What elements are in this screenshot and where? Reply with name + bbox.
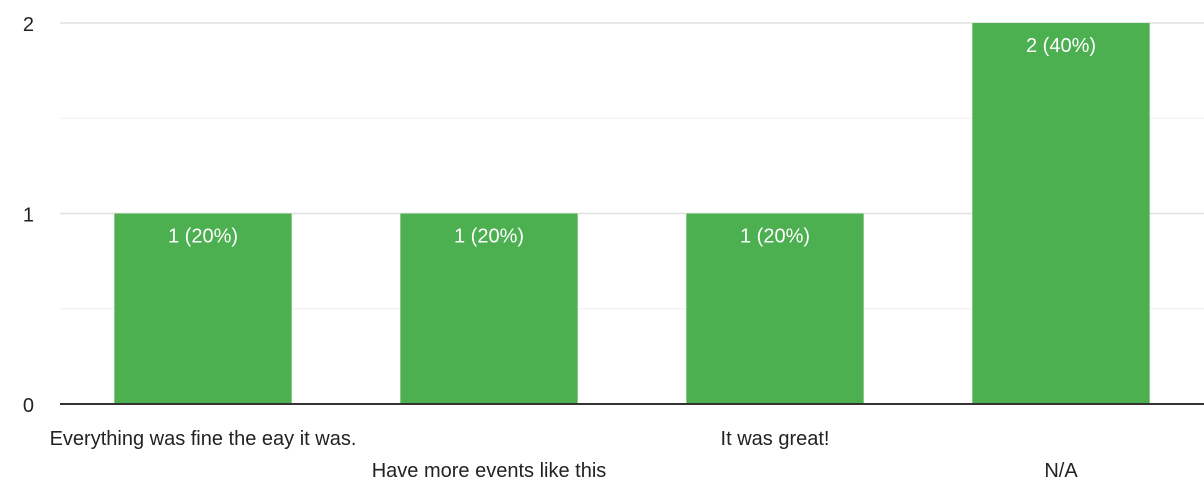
bar-value-label: 1 (20%) (454, 226, 524, 248)
x-tick-label: Have more events like this (372, 460, 607, 479)
bar (114, 213, 292, 404)
x-tick-label: N/A (1044, 460, 1078, 479)
y-tick-label: 1 (23, 205, 34, 227)
y-tick-label: 0 (23, 395, 34, 417)
bar (686, 213, 864, 404)
bar-value-label: 2 (40%) (1026, 35, 1096, 57)
axes: 0 1 2 Everything was fine the eay it was. Ha… (23, 14, 1204, 482)
bars: 1 (20%) 1 (20%) 1 (20%) 2 (40%) (114, 23, 1150, 404)
bar (972, 23, 1150, 404)
bar-value-label: 1 (20%) (168, 226, 238, 248)
bar-value-label: 1 (20%) (740, 226, 810, 248)
x-tick-label: It was great! (721, 428, 830, 450)
bar (400, 213, 578, 404)
x-tick-label: Everything was fine the eay it was. (50, 428, 357, 450)
y-tick-label: 2 (23, 14, 34, 36)
